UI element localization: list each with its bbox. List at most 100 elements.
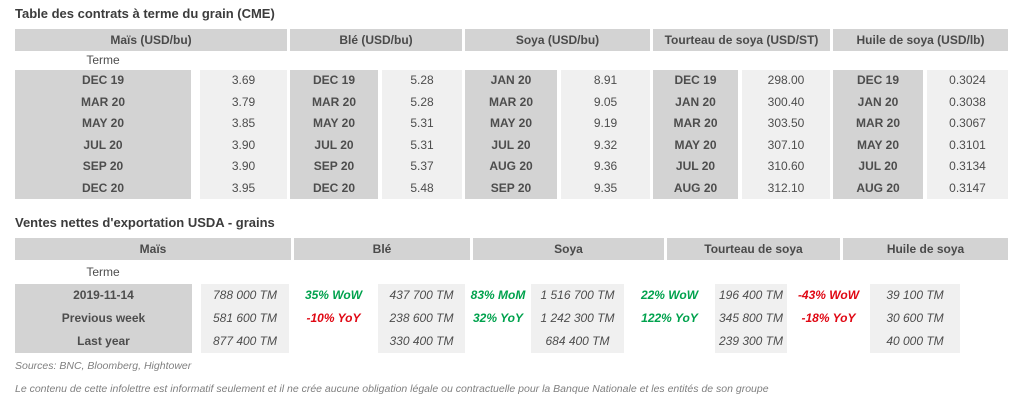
volume-cell: 1 516 700 TM	[531, 284, 624, 307]
futures-row: DEC 20 3.95 DEC 20 5.48 SEP 20 9.35 AUG 20 312.…	[15, 177, 1023, 199]
volume-cell: 1 242 300 TM	[531, 307, 624, 330]
usda-header-cell: Huile de soya	[843, 238, 1008, 260]
period-label-cell: Previous week	[15, 307, 192, 330]
price-cell: 298.00	[742, 70, 830, 92]
usda-row: Previous week 581 600 TM -10% YoY 238 600 T…	[15, 307, 1023, 330]
price-cell: 9.32	[561, 134, 650, 156]
contract-month-cell: SEP 20	[290, 156, 378, 178]
disclaimer-note: Le contenu de cette infolettre est infor…	[15, 383, 769, 395]
volume-cell: 39 100 TM	[870, 284, 960, 307]
volume-cell: 581 600 TM	[201, 307, 289, 330]
change-cell	[787, 330, 870, 353]
change-cell: 32% YoY	[465, 307, 531, 330]
usda-header-cell: Soya	[473, 238, 664, 260]
usda-terme-row: Terme	[15, 260, 1023, 284]
usda-table: Maïs Blé Soya Tourteau de soya Huile de soya…	[15, 238, 1023, 353]
contract-month-cell: MAR 20	[653, 113, 738, 135]
change-cell	[624, 330, 715, 353]
contract-month-cell: SEP 20	[465, 177, 557, 199]
contract-month-cell: JAN 20	[653, 91, 738, 113]
futures-terme-row: Terme	[15, 51, 1023, 70]
contract-month-cell: AUG 20	[833, 177, 923, 199]
change-cell: 122% YoY	[624, 307, 715, 330]
price-cell: 9.35	[561, 177, 650, 199]
futures-row: JUL 20 3.90 JUL 20 5.31 JUL 20 9.32 MAY 20 307.…	[15, 134, 1023, 156]
usda-header-cell: Blé	[294, 238, 470, 260]
contract-month-cell: MAY 20	[653, 134, 738, 156]
usda-header-cell: Maïs	[15, 238, 291, 260]
futures-row: MAY 20 3.85 MAY 20 5.31 MAY 20 9.19 MAR 20 303.…	[15, 113, 1023, 135]
contract-month-cell: AUG 20	[653, 177, 738, 199]
price-cell: 307.10	[742, 134, 830, 156]
contract-month-cell: MAY 20	[290, 113, 378, 135]
price-cell: 9.36	[561, 156, 650, 178]
volume-cell: 437 700 TM	[378, 284, 465, 307]
terme-label: Terme	[86, 265, 120, 279]
contract-month-cell: JUL 20	[15, 134, 191, 156]
price-cell: 5.28	[382, 91, 462, 113]
futures-row: MAR 20 3.79 MAR 20 5.28 MAR 20 9.05 JAN 20 300.…	[15, 91, 1023, 113]
futures-row: DEC 19 3.69 DEC 19 5.28 JAN 20 8.91 DEC 19 298.…	[15, 70, 1023, 92]
contract-month-cell: MAR 20	[465, 91, 557, 113]
volume-cell: 788 000 TM	[201, 284, 289, 307]
grain-newsletter-page: Table des contrats à terme du grain (CME…	[15, 6, 1023, 395]
price-cell: 303.50	[742, 113, 830, 135]
futures-header-cell: Huile de soya (USD/lb)	[833, 29, 1008, 51]
contract-month-cell: DEC 20	[15, 177, 191, 199]
volume-cell: 196 400 TM	[715, 284, 787, 307]
contract-month-cell: JAN 20	[833, 91, 923, 113]
sources-note: Sources: BNC, Bloomberg, Hightower	[15, 360, 192, 372]
usda-header-row: Maïs Blé Soya Tourteau de soya Huile de soya	[15, 238, 1023, 260]
volume-cell: 684 400 TM	[531, 330, 624, 353]
price-cell: 5.28	[382, 70, 462, 92]
price-cell: 5.37	[382, 156, 462, 178]
futures-table-body: DEC 19 3.69 DEC 19 5.28 JAN 20 8.91 DEC 19 298.…	[15, 70, 1023, 199]
volume-cell: 345 800 TM	[715, 307, 787, 330]
period-label-cell: Last year	[15, 330, 192, 353]
price-cell: 5.31	[382, 113, 462, 135]
volume-cell: 30 600 TM	[870, 307, 960, 330]
price-cell: 3.90	[200, 156, 287, 178]
contract-month-cell: DEC 20	[290, 177, 378, 199]
price-cell: 3.79	[200, 91, 287, 113]
volume-cell: 877 400 TM	[201, 330, 289, 353]
futures-header-cell: Maïs (USD/bu)	[15, 29, 287, 51]
price-cell: 312.10	[742, 177, 830, 199]
price-cell: 0.3101	[927, 134, 1008, 156]
contract-month-cell: JUL 20	[290, 134, 378, 156]
contract-month-cell: JUL 20	[465, 134, 557, 156]
price-cell: 5.48	[382, 177, 462, 199]
volume-cell: 330 400 TM	[378, 330, 465, 353]
contract-month-cell: SEP 20	[15, 156, 191, 178]
futures-header-cell: Soya (USD/bu)	[465, 29, 650, 51]
contract-month-cell: JUL 20	[653, 156, 738, 178]
price-cell: 0.3024	[927, 70, 1008, 92]
volume-cell: 40 000 TM	[870, 330, 960, 353]
contract-month-cell: MAY 20	[15, 113, 191, 135]
price-cell: 5.31	[382, 134, 462, 156]
price-cell: 310.60	[742, 156, 830, 178]
contract-month-cell: AUG 20	[465, 156, 557, 178]
change-cell: -10% YoY	[289, 307, 378, 330]
price-cell: 8.91	[561, 70, 650, 92]
futures-header-cell: Blé (USD/bu)	[290, 29, 462, 51]
futures-header-row: Maïs (USD/bu) Blé (USD/bu) Soya (USD/bu) To…	[15, 29, 1023, 51]
change-cell	[289, 330, 378, 353]
volume-cell: 239 300 TM	[715, 330, 787, 353]
change-cell: 22% WoW	[624, 284, 715, 307]
change-cell: -18% YoY	[787, 307, 870, 330]
change-cell: -43% WoW	[787, 284, 870, 307]
contract-month-cell: JUL 20	[833, 156, 923, 178]
contract-month-cell: JAN 20	[465, 70, 557, 92]
price-cell: 0.3067	[927, 113, 1008, 135]
futures-row: SEP 20 3.90 SEP 20 5.37 AUG 20 9.36 JUL 20 310.…	[15, 156, 1023, 178]
price-cell: 9.05	[561, 91, 650, 113]
change-cell: 83% MoM	[465, 284, 531, 307]
change-cell	[465, 330, 531, 353]
price-cell: 0.3038	[927, 91, 1008, 113]
usda-row: 2019-11-14 788 000 TM 35% WoW 437 700 TM 83%…	[15, 284, 1023, 307]
volume-cell: 238 600 TM	[378, 307, 465, 330]
period-label-cell: 2019-11-14	[15, 284, 192, 307]
price-cell: 9.19	[561, 113, 650, 135]
usda-row: Last year 877 400 TM 330 400 TM 684 400 TM 2…	[15, 330, 1023, 353]
